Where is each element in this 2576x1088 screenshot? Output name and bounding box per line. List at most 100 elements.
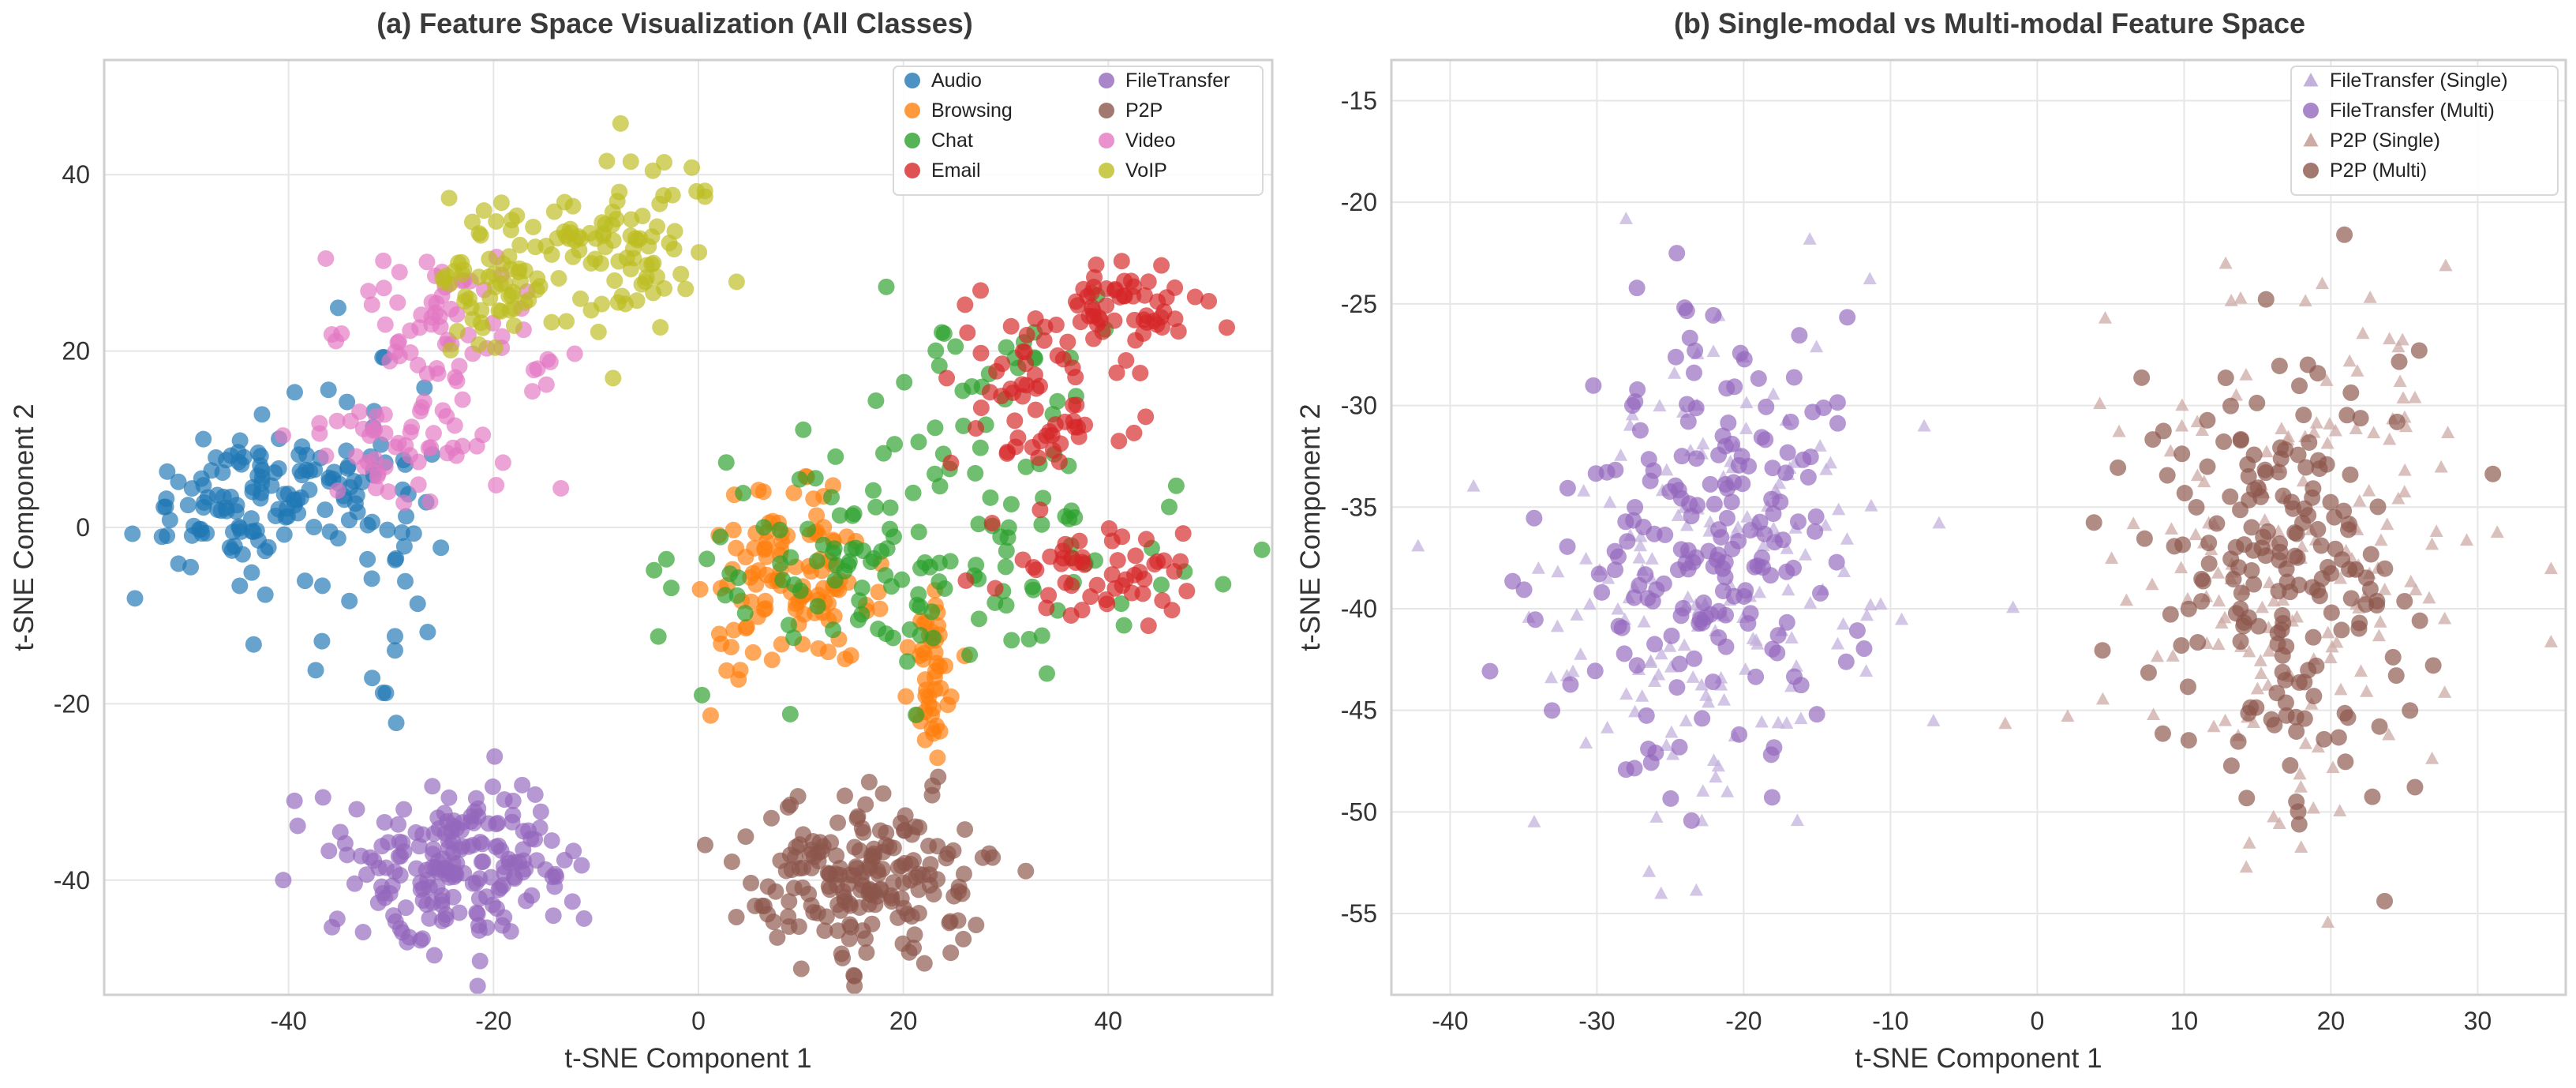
scatter-point (2306, 801, 2320, 814)
panel-a-ylabel: t-SNE Component 2 (9, 403, 39, 651)
scatter-point (964, 378, 981, 396)
scatter-point (937, 657, 954, 674)
scatter-point (1024, 439, 1041, 456)
scatter-point (510, 854, 527, 871)
scatter-point (1160, 498, 1178, 516)
scatter-point (1526, 611, 1544, 628)
scatter-point (721, 565, 739, 583)
scatter-point (2222, 488, 2239, 505)
scatter-point (437, 910, 455, 928)
scatter-point (2105, 551, 2119, 565)
scatter-point (2301, 433, 2318, 451)
scatter-point (1174, 525, 1192, 542)
scatter-point (1829, 415, 1846, 432)
scatter-point (1115, 617, 1133, 634)
scatter-point (2350, 364, 2364, 377)
scatter-point (1671, 738, 1688, 756)
scatter-point (904, 484, 922, 501)
scatter-point (2371, 718, 2388, 735)
scatter-point (307, 662, 324, 679)
scatter-point (352, 847, 369, 865)
scatter-point (451, 358, 468, 375)
scatter-point (696, 188, 713, 205)
scatter-point (161, 512, 178, 529)
scatter-point (821, 865, 838, 883)
scatter-point (2200, 535, 2218, 552)
scatter-point (1084, 302, 1102, 319)
scatter-point (661, 234, 678, 252)
scatter-point (1758, 398, 1775, 415)
scatter-point (1172, 553, 1189, 570)
scatter-point (934, 324, 951, 341)
scatter-point (1662, 790, 1679, 807)
scatter-point (393, 523, 410, 541)
scatter-point (2490, 525, 2504, 538)
scatter-point (1895, 612, 1909, 625)
scatter-point (1633, 538, 1648, 552)
scatter-point (532, 803, 549, 820)
scatter-point (717, 587, 734, 604)
scatter-point (851, 592, 868, 610)
panel-b-xtick-label: -10 (1872, 1007, 1908, 1035)
scatter-point (1024, 581, 1042, 598)
scatter-point (2190, 468, 2204, 482)
legend-label: Video (1125, 129, 1176, 152)
scatter-point (1631, 422, 1649, 439)
scatter-point (1609, 548, 1627, 565)
scatter-point (1504, 572, 1522, 590)
scatter-point (1723, 493, 1740, 511)
scatter-point (1082, 588, 1099, 606)
scatter-point (582, 302, 600, 319)
scatter-point (2398, 485, 2412, 497)
scatter-point (2402, 702, 2419, 719)
legend-marker (1099, 73, 1114, 88)
scatter-point (1137, 531, 1155, 548)
scatter-point (1031, 377, 1048, 395)
scatter-point (970, 570, 987, 587)
scatter-point (1607, 461, 1624, 478)
scatter-point (2150, 649, 2165, 662)
scatter-point (2274, 663, 2291, 681)
scatter-point (622, 153, 639, 171)
scatter-point (807, 470, 824, 487)
scatter-point (2438, 685, 2452, 698)
scatter-point (1570, 608, 1584, 621)
scatter-point (374, 884, 391, 902)
scatter-point (912, 598, 929, 616)
scatter-point (657, 550, 675, 568)
scatter-point (2180, 600, 2197, 617)
panel-a-ytick-label: 40 (62, 160, 90, 189)
scatter-point (511, 236, 529, 253)
scatter-point (1774, 531, 1792, 549)
scatter-point (354, 924, 372, 941)
scatter-point (2387, 667, 2405, 685)
scatter-point (758, 548, 775, 565)
scatter-point (488, 212, 505, 230)
scatter-point (791, 471, 808, 488)
scatter-point (2351, 614, 2368, 632)
scatter-point (420, 439, 437, 456)
scatter-point (1027, 401, 1044, 418)
scatter-point (644, 162, 661, 179)
scatter-point (1411, 538, 1425, 552)
scatter-point (2112, 424, 2126, 437)
panel-b-xtick-label: -30 (1578, 1007, 1615, 1035)
scatter-point (814, 580, 832, 597)
scatter-point (1679, 714, 1693, 727)
scatter-point (796, 606, 813, 623)
scatter-point (2218, 610, 2232, 624)
scatter-point (906, 926, 923, 944)
scatter-point (942, 454, 960, 471)
scatter-point (1705, 495, 1723, 512)
scatter-point (1747, 668, 1765, 685)
scatter-point (1713, 528, 1730, 546)
scatter-point (2391, 491, 2406, 505)
scatter-point (1628, 704, 1642, 718)
scatter-point (1813, 439, 1827, 452)
scatter-point (2336, 226, 2353, 243)
scatter-point (2193, 593, 2211, 610)
scatter-point (1619, 212, 1633, 224)
legend-marker (1099, 103, 1114, 118)
scatter-point (1769, 627, 1787, 644)
scatter-point (525, 218, 542, 235)
